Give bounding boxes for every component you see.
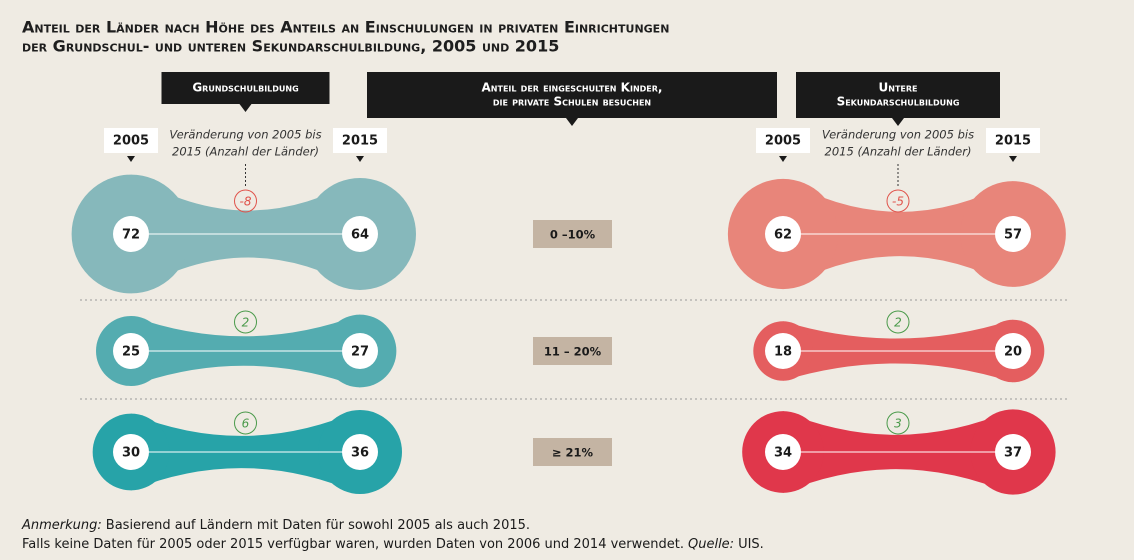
category-label: ≥ 21% xyxy=(552,446,594,460)
header-text: Grundschulbildung xyxy=(192,81,298,95)
category-label: 0 –10% xyxy=(550,228,596,242)
change-value: 6 xyxy=(242,417,250,431)
category-box xyxy=(533,438,612,466)
value-label: 57 xyxy=(1004,228,1022,243)
source-note: Falls keine Daten für 2005 oder 2015 ver… xyxy=(22,537,764,552)
chart-title: der Grundschul- und unteren Sekundarschu… xyxy=(22,37,559,56)
header-text: Untere xyxy=(879,81,918,95)
value-label: 64 xyxy=(351,228,369,243)
value-label: 18 xyxy=(774,345,792,360)
value-label: 37 xyxy=(1004,446,1022,461)
category-box xyxy=(533,220,612,248)
header-pointer xyxy=(566,118,578,126)
value-dot xyxy=(342,216,378,252)
change-value: 2 xyxy=(242,316,250,330)
header-pointer xyxy=(239,104,252,112)
year-box xyxy=(104,128,158,153)
value-label: 62 xyxy=(774,228,792,243)
note-text: Basierend auf Ländern mit Daten für sowo… xyxy=(106,518,530,533)
change-circle xyxy=(886,189,910,213)
year-label: 2005 xyxy=(113,134,149,149)
source: UIS. xyxy=(738,537,764,552)
change-label: 2015 (Anzahl der Länder) xyxy=(172,145,319,159)
header-box xyxy=(161,72,330,104)
value-dot xyxy=(342,333,378,369)
year-label: 2015 xyxy=(342,134,378,149)
year-label: 2015 xyxy=(995,134,1031,149)
change-circle xyxy=(234,189,257,213)
change-value: 3 xyxy=(894,417,902,431)
chart-title: Anteil der Länder nach Höhe des Anteils … xyxy=(22,18,669,37)
value-label: 72 xyxy=(122,228,140,243)
value-dot xyxy=(113,434,149,470)
value-dot xyxy=(995,216,1031,252)
header-text: die private Schulen besuchen xyxy=(493,95,651,109)
note: Anmerkung: Basierend auf Ländern mit Date… xyxy=(21,518,530,533)
change-label: 2015 (Anzahl der Länder) xyxy=(825,145,972,159)
value-dot xyxy=(342,434,378,470)
change-value: 2 xyxy=(894,316,902,330)
change-value: -5 xyxy=(892,195,904,209)
category-label: 11 – 20% xyxy=(544,345,602,359)
header-text: Anteil der eingeschulten Kinder, xyxy=(482,81,663,95)
value-dot xyxy=(765,333,801,369)
change-label: Veränderung von 2005 bis xyxy=(822,128,974,142)
change-value: -8 xyxy=(240,195,252,209)
value-label: 30 xyxy=(122,446,140,461)
value-dot xyxy=(765,216,801,252)
value-label: 20 xyxy=(1004,345,1022,360)
value-dot xyxy=(113,333,149,369)
year-label: 2005 xyxy=(765,134,801,149)
year-pointer xyxy=(779,156,787,162)
value-label: 34 xyxy=(774,446,792,461)
year-box xyxy=(756,128,810,153)
change-circle xyxy=(234,411,257,435)
note-label: Anmerkung: xyxy=(21,518,102,533)
source-label: Quelle: xyxy=(688,537,734,552)
value-dot xyxy=(765,434,801,470)
header-box xyxy=(796,72,1000,118)
year-pointer xyxy=(127,156,135,162)
year-pointer xyxy=(1009,156,1017,162)
category-box xyxy=(533,337,612,365)
value-label: 25 xyxy=(122,345,140,360)
header-text: Sekundarschulbildung xyxy=(837,95,960,109)
year-box xyxy=(986,128,1040,153)
header-box xyxy=(367,72,777,118)
value-dot xyxy=(995,434,1031,470)
change-circle xyxy=(234,310,257,334)
year-pointer xyxy=(356,156,364,162)
value-dot xyxy=(113,216,149,252)
value-dot xyxy=(995,333,1031,369)
value-label: 27 xyxy=(351,345,369,360)
change-circle xyxy=(886,310,910,334)
header-pointer xyxy=(892,118,904,126)
source-text: Falls keine Daten für 2005 oder 2015 ver… xyxy=(22,537,684,552)
change-label: Veränderung von 2005 bis xyxy=(169,128,321,142)
year-box xyxy=(333,128,387,153)
value-label: 36 xyxy=(351,446,369,461)
change-circle xyxy=(886,411,910,435)
